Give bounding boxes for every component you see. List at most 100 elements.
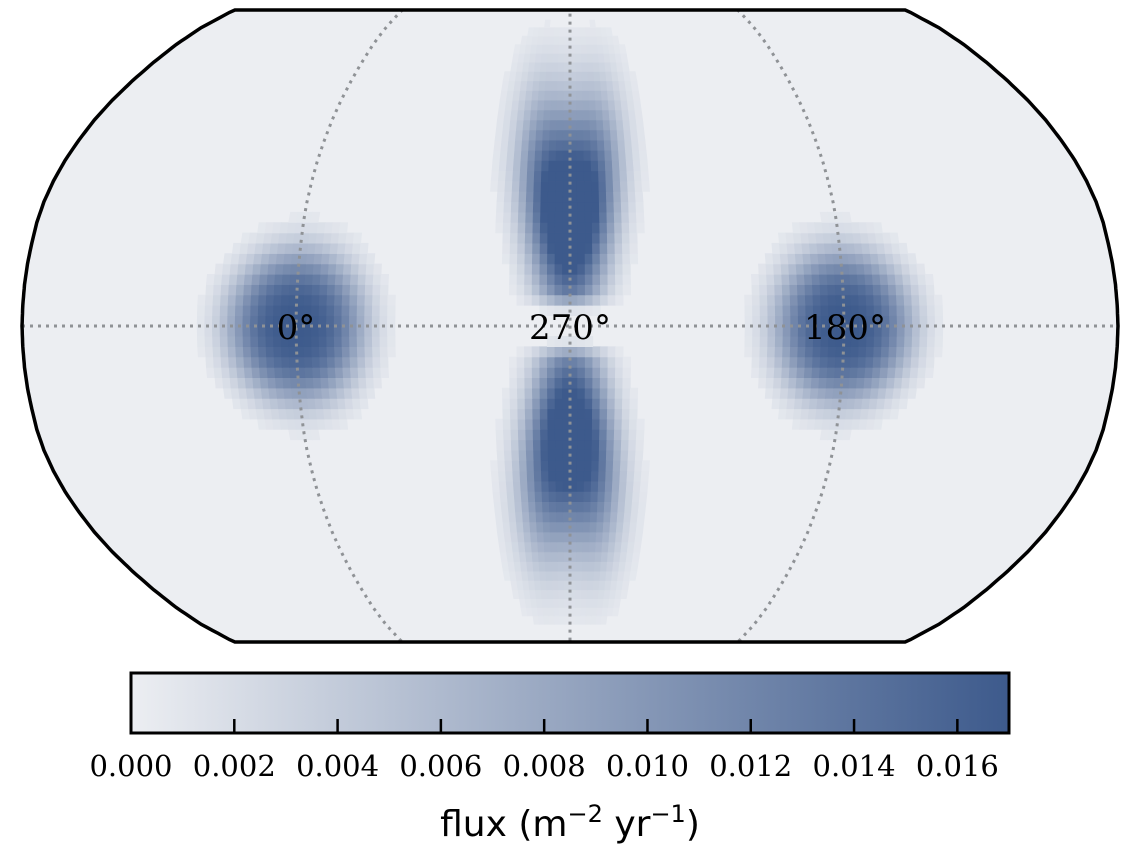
heatmap-cell — [607, 263, 616, 275]
heatmap-cell — [549, 521, 558, 533]
heatmap-cell — [826, 367, 836, 379]
heatmap-cell — [592, 367, 601, 379]
heatmap-cell — [318, 325, 327, 337]
heatmap-cell — [576, 460, 585, 472]
heatmap-cell — [547, 232, 556, 244]
heatmap-cell — [380, 367, 390, 379]
heatmap-cell — [850, 346, 860, 358]
heatmap-cell — [220, 346, 229, 358]
heatmap-cell — [539, 294, 548, 306]
heatmap-cell — [584, 222, 593, 234]
heatmap-cell — [803, 273, 813, 285]
heatmap-cell — [593, 570, 601, 581]
heatmap-cell — [819, 356, 829, 368]
heatmap-cell — [605, 180, 614, 192]
heatmap-cell — [289, 273, 299, 285]
heatmap-cell — [810, 263, 820, 275]
heatmap-cell — [583, 150, 592, 161]
heatmap-cell — [516, 346, 525, 358]
heatmap-cell — [635, 201, 644, 213]
heatmap-cell — [365, 377, 375, 389]
heatmap-cell — [320, 387, 331, 399]
heatmap-cell — [850, 294, 860, 306]
heatmap-cell — [540, 449, 549, 461]
heatmap-cell — [556, 129, 564, 141]
heatmap-cell — [350, 263, 360, 275]
heatmap-cell — [196, 304, 206, 317]
heatmap-cell — [613, 201, 622, 213]
heatmap-cell — [219, 335, 229, 348]
heatmap-cell — [544, 551, 552, 562]
heatmap-cell — [548, 170, 557, 182]
heatmap-cell — [228, 284, 238, 296]
heatmap-cell — [611, 491, 620, 503]
heatmap-cell — [772, 387, 782, 399]
heatmap-cell — [622, 377, 631, 389]
heatmap-cell — [599, 367, 609, 379]
heatmap-cell — [496, 191, 506, 203]
heatmap-cell — [615, 294, 624, 306]
heatmap-cell — [373, 377, 382, 389]
heatmap-cell — [544, 80, 553, 91]
heatmap-cell — [841, 211, 852, 223]
heatmap-cell — [497, 170, 507, 182]
heatmap-cell — [554, 211, 563, 223]
heatmap-cell — [599, 211, 608, 223]
heatmap-cell — [903, 346, 913, 358]
heatmap-cell — [235, 284, 245, 296]
heatmap-cell — [204, 315, 213, 327]
heatmap-cell — [212, 335, 221, 348]
heatmap-cell — [365, 367, 374, 379]
heatmap-cell — [319, 356, 328, 368]
heatmap-cell — [789, 346, 799, 358]
heatmap-cell — [556, 99, 564, 111]
heatmap-cell — [539, 418, 549, 430]
heatmap-cell — [311, 284, 321, 296]
heatmap-cell — [509, 263, 518, 275]
heatmap-cell — [496, 439, 505, 451]
heatmap-cell — [619, 180, 629, 192]
heatmap-cell — [603, 139, 612, 151]
heatmap-cell — [627, 449, 637, 461]
heatmap-cell — [509, 521, 518, 533]
heatmap-cell — [517, 541, 526, 553]
heatmap-cell — [513, 150, 522, 161]
heatmap-cell — [584, 418, 593, 430]
heatmap-cell — [510, 201, 520, 213]
heatmap-cell — [766, 346, 776, 358]
heatmap-cell — [577, 408, 586, 420]
heatmap-cell — [576, 99, 584, 111]
heatmap-cell — [555, 150, 564, 161]
heatmap-cell — [576, 191, 585, 203]
heatmap-cell — [525, 90, 534, 101]
heatmap-cell — [780, 263, 790, 275]
heatmap-cell — [888, 294, 898, 306]
heatmap-cell — [803, 377, 813, 389]
heatmap-cell — [751, 294, 761, 306]
heatmap-cell — [535, 501, 544, 513]
heatmap-cell — [628, 201, 637, 213]
heatmap-cell — [284, 242, 294, 254]
heatmap-cell — [322, 408, 333, 420]
heatmap-cell — [605, 449, 615, 461]
heatmap-cell — [631, 501, 640, 513]
heatmap-cell — [547, 242, 556, 254]
heatmap-cell — [204, 346, 214, 358]
heatmap-cell — [351, 253, 361, 265]
heatmap-cell — [576, 109, 584, 121]
heatmap-cell — [575, 44, 582, 54]
heatmap-cell — [547, 44, 554, 54]
heatmap-cell — [554, 284, 563, 296]
heatmap-cell — [802, 387, 812, 399]
heatmap-cell — [380, 273, 390, 285]
heatmap-cell — [539, 346, 548, 358]
heatmap-cell — [517, 211, 527, 223]
heatmap-cell — [356, 325, 365, 337]
heatmap-cell — [220, 294, 229, 306]
heatmap-cell — [586, 598, 593, 608]
heatmap-cell — [524, 367, 533, 379]
heatmap-cell — [556, 119, 564, 131]
heatmap-cell — [917, 367, 927, 379]
heatmap-cell — [509, 387, 518, 399]
heatmap-cell — [539, 232, 549, 244]
